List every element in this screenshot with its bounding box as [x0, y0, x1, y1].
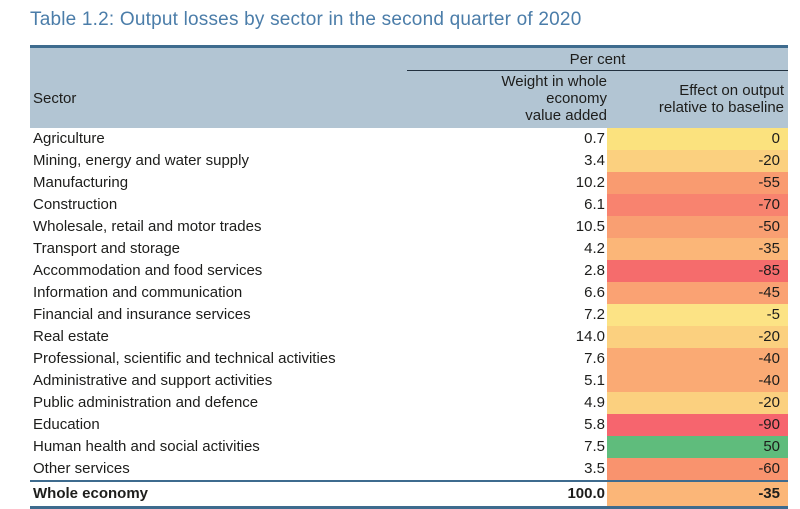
sector-label: Professional, scientific and technical a… [33, 350, 336, 367]
total-effect-cell: -35 [607, 482, 788, 506]
column-header-effect-line2: relative to baseline [658, 98, 784, 116]
table-row: Professional, scientific and technical a… [30, 348, 788, 370]
effect-cell: -60 [607, 458, 788, 480]
weight-value: 10.5 [575, 218, 605, 235]
table-body: Agriculture 0.7 0 Mining, energy and water … [30, 128, 788, 480]
table-row: Wholesale, retail and motor trades 10.5 -5… [30, 216, 788, 238]
effect-cell: -45 [607, 282, 788, 304]
table-row: Administrative and support activities 5.1… [30, 370, 788, 392]
table-row: Agriculture 0.7 0 [30, 128, 788, 150]
column-header-weight-line2: value added [525, 107, 607, 124]
sector-label: Financial and insurance services [33, 306, 251, 323]
sector-label: Public administration and defence [33, 394, 259, 411]
sector-label: Mining, energy and water supply [33, 152, 249, 169]
table-row: Manufacturing 10.2 -55 [30, 172, 788, 194]
table-header: Per cent Sector Weight in whole economy … [30, 45, 788, 128]
total-sector-label: Whole economy [33, 485, 149, 502]
effect-cell: -55 [607, 172, 788, 194]
column-header-effect-line1: Effect on output [679, 81, 784, 99]
table-row: Public administration and defence 4.9 -20 [30, 392, 788, 414]
column-header-weight-line1: Weight in whole economy [501, 73, 607, 107]
sector-label: Education [33, 416, 100, 433]
weight-value: 6.6 [584, 284, 605, 301]
effect-cell: -20 [607, 326, 788, 348]
effect-cell: -40 [607, 370, 788, 392]
weight-value: 3.4 [584, 152, 605, 169]
effect-cell: -20 [607, 392, 788, 414]
sector-label: Transport and storage [33, 240, 181, 257]
sector-label: Administrative and support activities [33, 372, 273, 389]
effect-cell: -90 [607, 414, 788, 436]
column-header-effect: Effect on output relative to baseline [607, 82, 788, 116]
table-title: Table 1.2: Output losses by sector in th… [30, 9, 582, 30]
total-weight-value: 100.0 [567, 485, 605, 502]
weight-value: 5.8 [584, 416, 605, 433]
weight-value: 4.9 [584, 394, 605, 411]
table-row: Real estate 14.0 -20 [30, 326, 788, 348]
column-header-weight: Weight in whole economy value added [447, 73, 607, 124]
report-page: Table 1.2: Output losses by sector in th… [30, 9, 788, 509]
sector-label: Manufacturing [33, 174, 129, 191]
table-total-row: Whole economy 100.0 -35 [30, 480, 788, 509]
group-header-percent: Per cent [407, 51, 788, 71]
weight-value: 6.1 [584, 196, 605, 213]
table-row: Other services 3.5 -60 [30, 458, 788, 480]
sector-label: Information and communication [33, 284, 243, 301]
sector-label: Real estate [33, 328, 109, 345]
effect-cell: -40 [607, 348, 788, 370]
weight-value: 3.5 [584, 460, 605, 477]
effect-cell: 0 [607, 128, 788, 150]
sector-label: Wholesale, retail and motor trades [33, 218, 262, 235]
output-losses-table: Per cent Sector Weight in whole economy … [30, 45, 788, 509]
table-row: Financial and insurance services 7.2 -5 [30, 304, 788, 326]
table-row: Education 5.8 -90 [30, 414, 788, 436]
table-row: Human health and social activities 7.5 50 [30, 436, 788, 458]
table-row: Construction 6.1 -70 [30, 194, 788, 216]
sector-label: Human health and social activities [33, 438, 260, 455]
sector-label: Other services [33, 460, 130, 477]
effect-cell: -20 [607, 150, 788, 172]
effect-cell: -50 [607, 216, 788, 238]
weight-value: 4.2 [584, 240, 605, 257]
weight-value: 0.7 [584, 130, 605, 147]
weight-value: 7.6 [584, 350, 605, 367]
weight-value: 7.2 [584, 306, 605, 323]
effect-cell: -85 [607, 260, 788, 282]
weight-value: 5.1 [584, 372, 605, 389]
weight-value: 14.0 [575, 328, 605, 345]
effect-cell: 50 [607, 436, 788, 458]
table-row: Mining, energy and water supply 3.4 -20 [30, 150, 788, 172]
group-header-row: Per cent [30, 48, 788, 71]
table-row: Information and communication 6.6 -45 [30, 282, 788, 304]
effect-cell: -70 [607, 194, 788, 216]
sector-label: Agriculture [33, 130, 105, 147]
effect-cell: -35 [607, 238, 788, 260]
column-header-sector: Sector [33, 90, 77, 107]
table-row: Transport and storage 4.2 -35 [30, 238, 788, 260]
sector-label: Accommodation and food services [33, 262, 263, 279]
table-row: Accommodation and food services 2.8 -85 [30, 260, 788, 282]
weight-value: 7.5 [584, 438, 605, 455]
weight-value: 10.2 [575, 174, 605, 191]
effect-cell: -5 [607, 304, 788, 326]
sector-label: Construction [33, 196, 118, 213]
weight-value: 2.8 [584, 262, 605, 279]
column-header-row: Sector Weight in whole economy value add… [30, 71, 788, 128]
